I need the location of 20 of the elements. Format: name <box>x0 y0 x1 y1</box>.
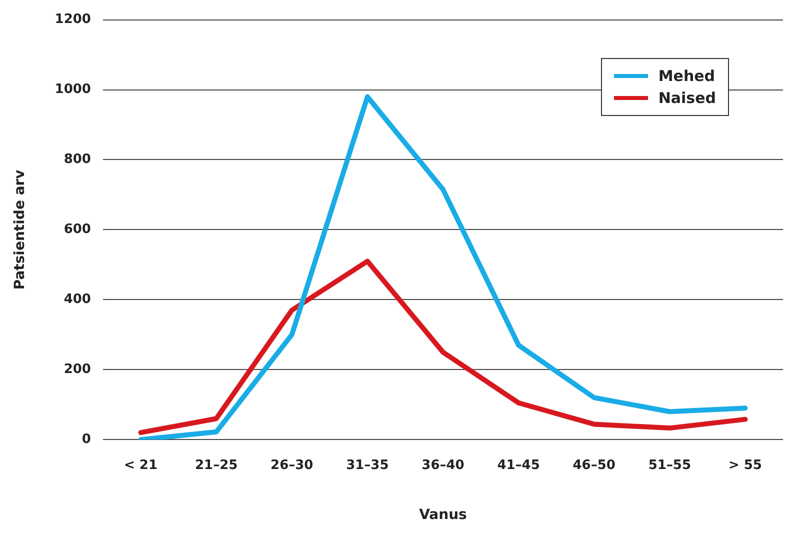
x-tick-label: > 55 <box>728 458 762 473</box>
x-tick-label: 51–55 <box>648 458 692 473</box>
y-tick-label: 1200 <box>54 12 91 28</box>
x-tick-label: 26–30 <box>270 458 314 473</box>
x-tick-label: 46–50 <box>572 458 616 473</box>
x-tick-label: 21–25 <box>194 458 238 473</box>
y-tick-label: 200 <box>64 362 91 378</box>
x-tick-label: 36–40 <box>422 458 464 473</box>
x-tick-label: 31–35 <box>346 458 389 473</box>
y-tick-label: 1000 <box>54 82 91 98</box>
y-axis-title: Patsientide arv <box>12 170 28 290</box>
x-tick-label: 41–45 <box>497 458 540 473</box>
x-tick-label: < 21 <box>124 458 158 473</box>
legend-label: Naised <box>658 89 716 107</box>
y-tick-label: 800 <box>64 152 91 168</box>
y-tick-label: 0 <box>82 432 91 447</box>
y-tick-label: 600 <box>64 222 91 238</box>
y-tick-label: 400 <box>64 292 91 308</box>
x-axis-title: Vanus <box>419 507 467 524</box>
legend-label: Mehed <box>658 67 716 85</box>
